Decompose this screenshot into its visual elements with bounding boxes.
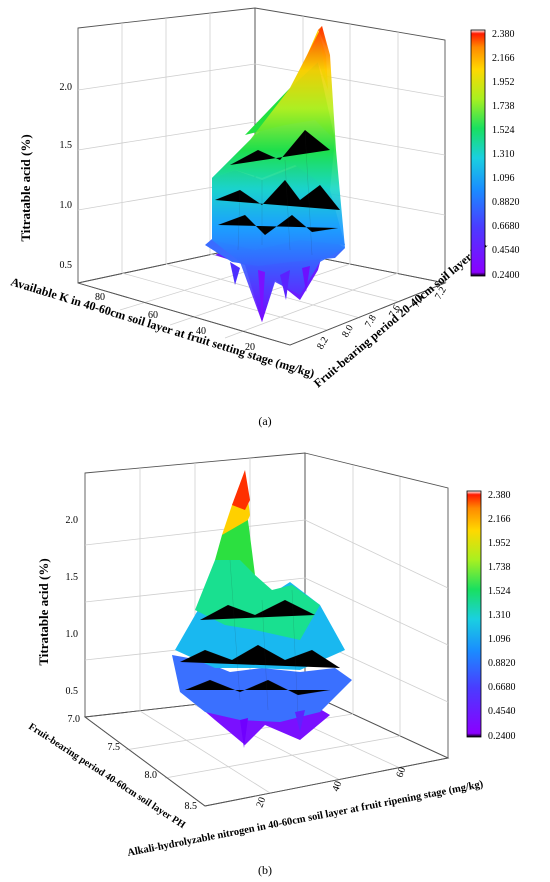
panel-b-cb-tick: 0.2400 bbox=[488, 731, 516, 742]
panel-a-cb-tick: 1.738 bbox=[492, 101, 515, 112]
panel-a-z-tick: 1.5 bbox=[60, 140, 73, 151]
panel-a-caption: (a) bbox=[258, 414, 271, 428]
panel-a-cb-tick: 1.952 bbox=[492, 77, 515, 88]
panel-b-cb-tick: 2.166 bbox=[488, 514, 511, 525]
panel-a-y-tick: 8.2 bbox=[315, 335, 331, 351]
panel-a-cb-tick: 0.2400 bbox=[492, 270, 520, 281]
panel-a-z-tick: 0.5 bbox=[60, 260, 73, 271]
panel-b-z-tick: 1.5 bbox=[66, 572, 79, 583]
panel-a-surface bbox=[205, 26, 345, 322]
panel-a-x-tick: 20 bbox=[245, 342, 255, 353]
panel-a-y-tick: 7.6 bbox=[387, 303, 403, 319]
panel-a-x-tick: 40 bbox=[196, 326, 206, 337]
panel-a-cb-tick: 1.096 bbox=[492, 173, 515, 184]
panel-a-z-ticks: 0.5 1.0 1.5 2.0 bbox=[60, 82, 73, 271]
panel-a-y-tick: 7.2 bbox=[433, 285, 449, 301]
panel-b-z-axis-title: Titratable acid (%) bbox=[36, 558, 51, 665]
panel-b-cb-tick: 0.4540 bbox=[488, 706, 516, 717]
panel-b: 0.5 1.0 1.5 2.0 Titratable acid (%) 7.0 … bbox=[26, 452, 516, 877]
panel-b-y-tick: 7.0 bbox=[68, 714, 81, 725]
panel-b-caption: (b) bbox=[258, 863, 272, 877]
panel-b-cb-tick: 2.380 bbox=[488, 490, 511, 501]
panel-b-cb-tick: 0.6680 bbox=[488, 682, 516, 693]
panel-a-y-tick: 7.4 bbox=[411, 293, 427, 309]
panel-b-surface bbox=[172, 470, 352, 748]
panel-a-cb-tick: 0.6680 bbox=[492, 221, 520, 232]
panel-b-cb-tick: 1.952 bbox=[488, 538, 511, 549]
panel-b-colorbar: 2.380 2.166 1.952 1.738 1.524 1.310 1.09… bbox=[466, 490, 516, 742]
panel-a-y-axis-title: Fruit-bearing period 20-40cm soil layer … bbox=[311, 237, 490, 390]
panel-b-x-tick: 60 bbox=[394, 766, 408, 779]
panel-a-z-tick: 1.0 bbox=[60, 200, 73, 211]
panel-a-x-tick: 80 bbox=[95, 292, 105, 303]
panel-a-cb-tick: 1.310 bbox=[492, 149, 515, 160]
panel-b-x-tick: 40 bbox=[330, 780, 344, 793]
panel-b-x-ticks: 20 40 60 bbox=[254, 766, 408, 809]
panel-b-cb-tick: 1.310 bbox=[488, 610, 511, 621]
panel-b-y-axis-title: Fruit-bearing period 40-60cm soil layer … bbox=[26, 721, 187, 831]
panel-a-z-axis-title: Titratable acid (%) bbox=[18, 134, 33, 241]
panel-a: 0.5 1.0 1.5 2.0 Titratable acid (%) 80 6… bbox=[9, 7, 520, 428]
panel-a-cb-tick: 0.4540 bbox=[492, 245, 520, 256]
panel-a-cb-tick: 2.380 bbox=[492, 29, 515, 40]
panel-b-cb-tick: 0.8820 bbox=[488, 658, 516, 669]
panel-b-z-ticks: 0.5 1.0 1.5 2.0 bbox=[66, 515, 79, 697]
panel-b-z-tick: 0.5 bbox=[66, 686, 79, 697]
panel-b-cb-tick: 1.524 bbox=[488, 586, 511, 597]
panel-b-y-tick: 8.0 bbox=[145, 770, 158, 781]
panel-a-cb-tick: 1.524 bbox=[492, 125, 515, 136]
panel-b-x-tick: 20 bbox=[254, 796, 268, 809]
panel-a-y-tick: 8.0 bbox=[340, 323, 356, 339]
panel-a-cb-tick: 0.8820 bbox=[492, 197, 520, 208]
panel-a-y-tick: 7.8 bbox=[363, 313, 379, 329]
panel-a-y-ticks: 7.2 7.4 7.6 7.8 8.0 8.2 bbox=[315, 285, 449, 351]
panel-b-cb-tick: 1.738 bbox=[488, 562, 511, 573]
panel-b-z-tick: 1.0 bbox=[66, 629, 79, 640]
panel-a-x-tick: 60 bbox=[148, 310, 158, 321]
panel-a-z-tick: 2.0 bbox=[60, 82, 73, 93]
panel-a-colorbar-ticks: 2.380 2.166 1.952 1.738 1.524 1.310 1.09… bbox=[492, 29, 520, 281]
panel-b-colorbar-ticks: 2.380 2.166 1.952 1.738 1.524 1.310 1.09… bbox=[488, 490, 516, 742]
panel-b-y-tick: 8.5 bbox=[185, 801, 198, 812]
panel-a-x-ticks: 80 60 40 20 bbox=[95, 292, 255, 353]
panel-b-y-ticks: 7.0 7.5 8.0 8.5 bbox=[68, 714, 198, 812]
panel-b-cb-tick: 1.096 bbox=[488, 634, 511, 645]
panel-b-z-tick: 2.0 bbox=[66, 515, 79, 526]
panel-a-cb-tick: 2.166 bbox=[492, 53, 515, 64]
panel-b-y-tick: 7.5 bbox=[108, 742, 121, 753]
panel-a-colorbar: 2.380 2.166 1.952 1.738 1.524 1.310 1.09… bbox=[470, 29, 520, 281]
